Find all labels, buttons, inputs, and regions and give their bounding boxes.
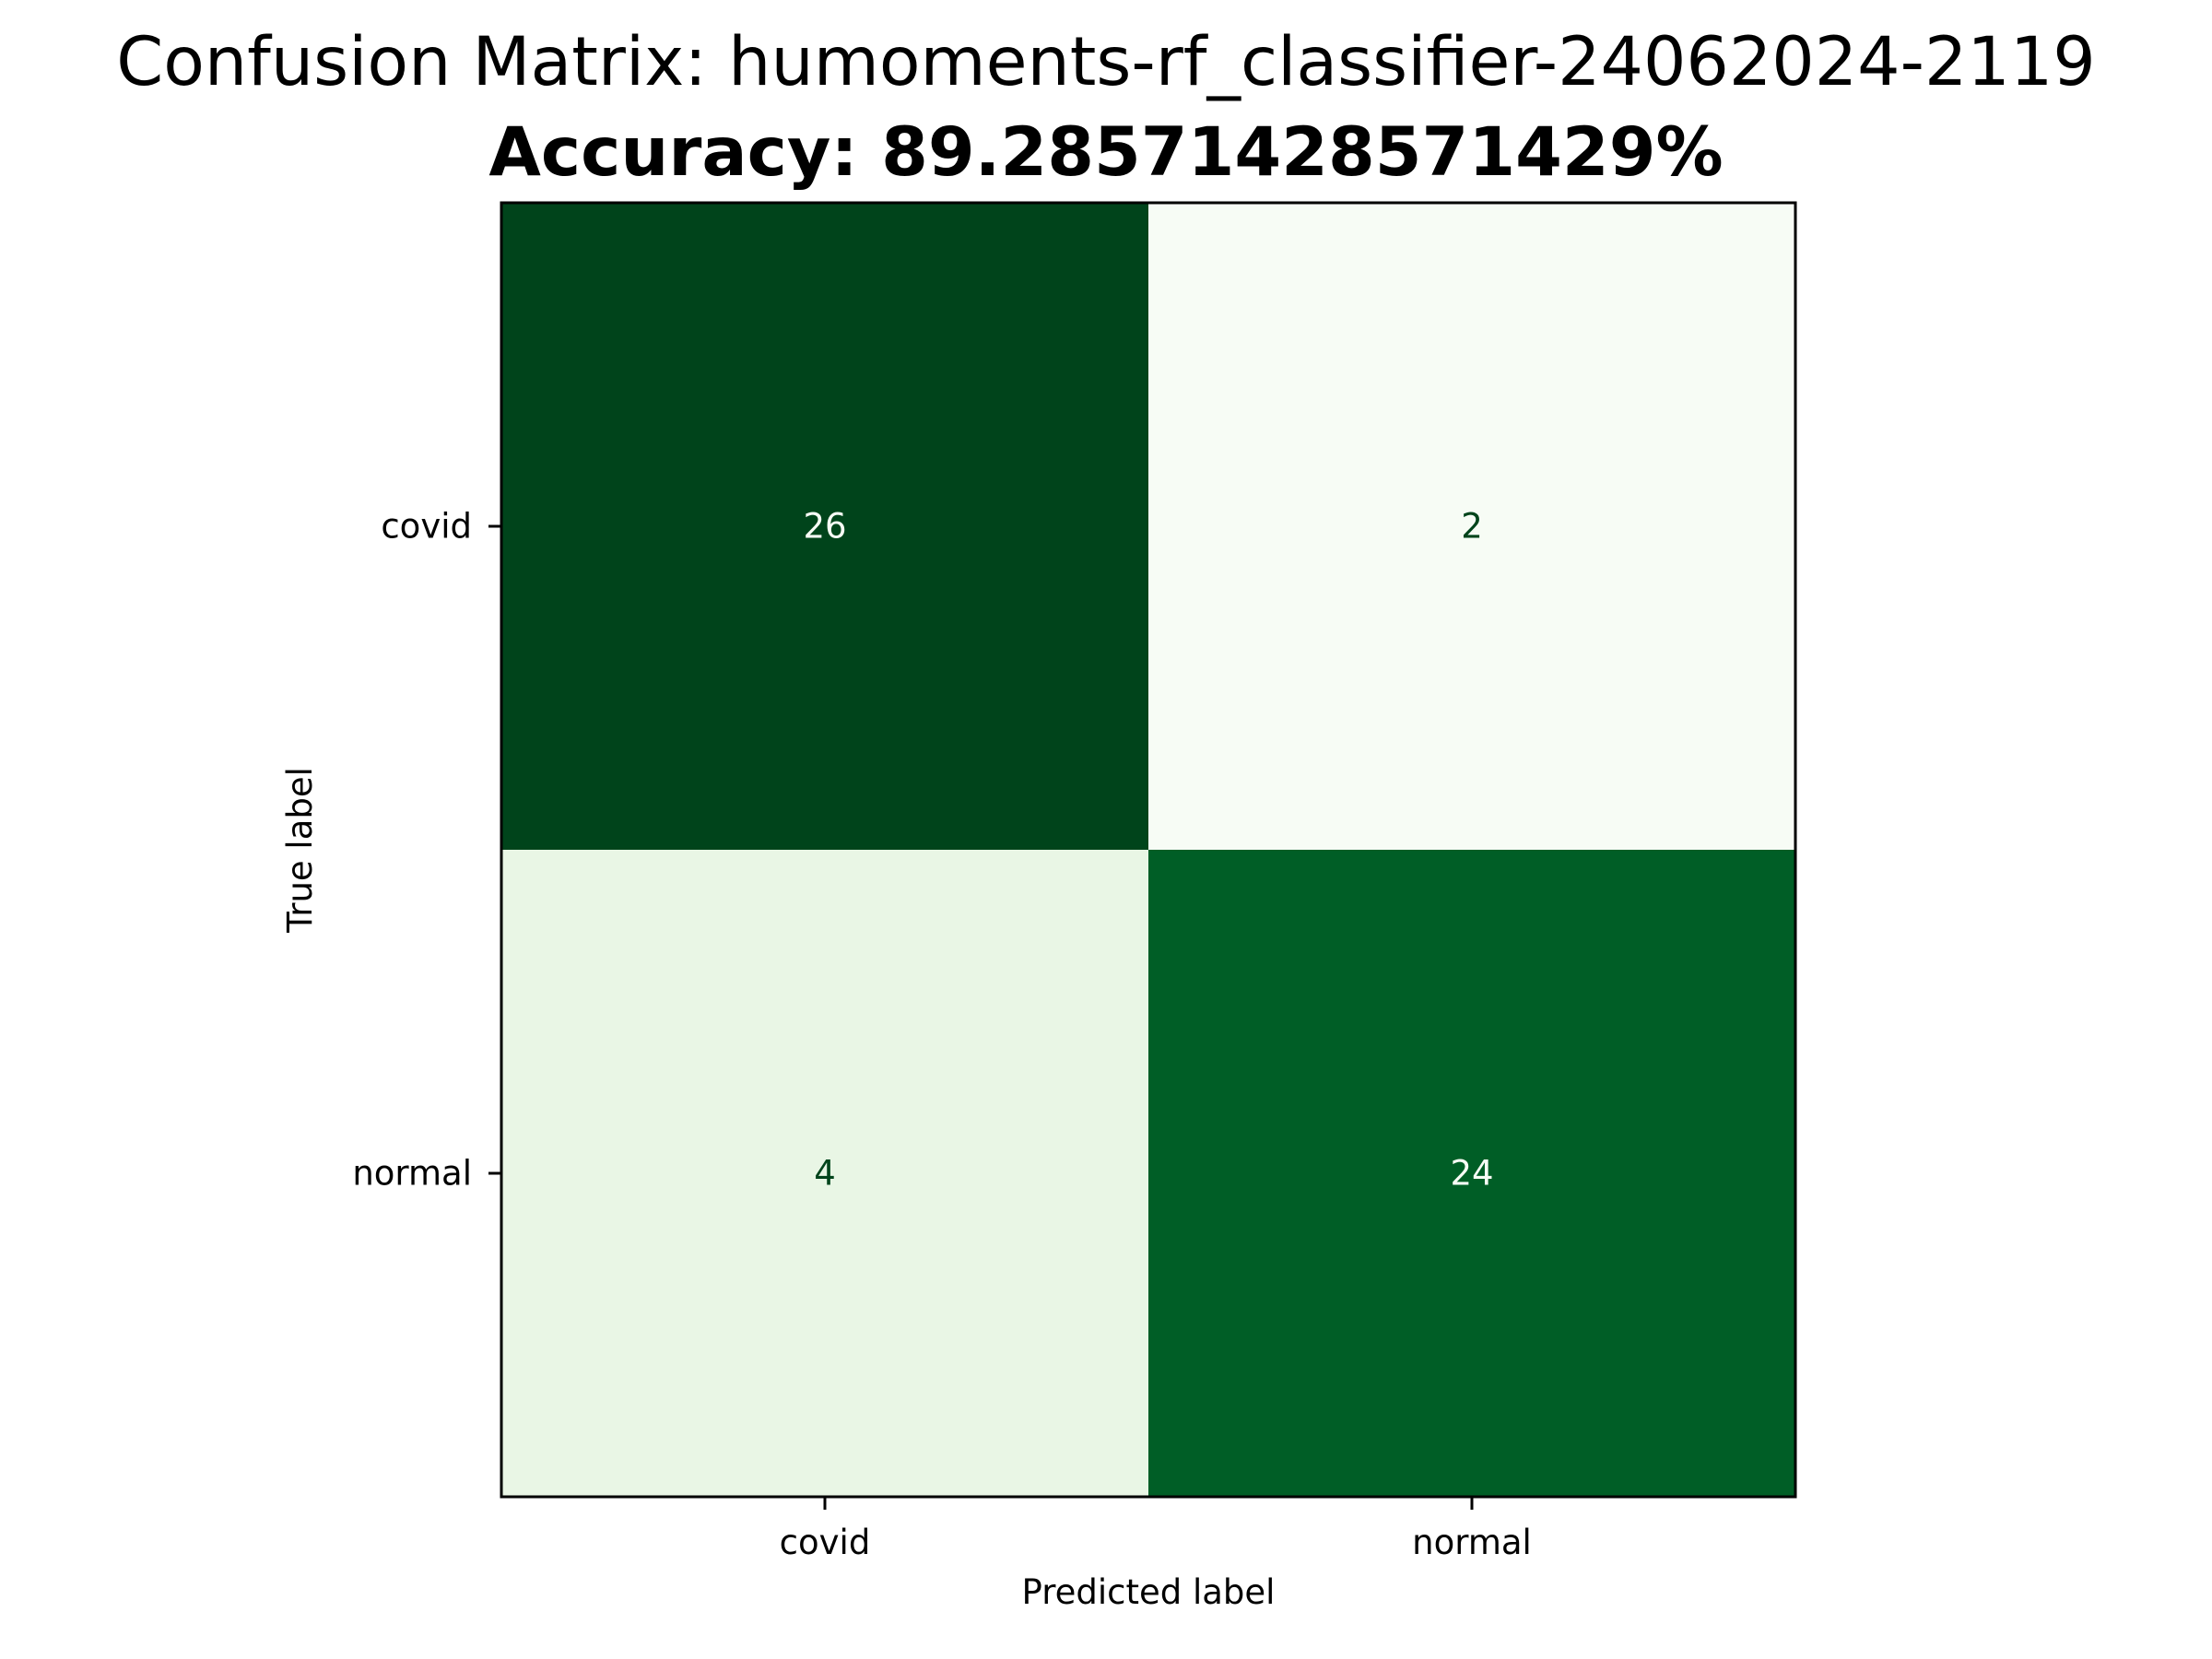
heatmap-cell-normal-normal <box>1148 850 1796 1498</box>
cell-value-label: 4 <box>814 1154 836 1194</box>
axis-ticks: covid normal covid normal <box>352 507 1531 1563</box>
x-tick-label: normal <box>1412 1523 1532 1562</box>
x-axis-label: Predicted label <box>1022 1572 1276 1612</box>
x-tick-label: covid <box>780 1523 871 1562</box>
chart-subtitle: Accuracy: 89.28571428571429% <box>488 113 1723 192</box>
cell-value-label: 26 <box>803 507 846 547</box>
heatmap-cell-normal-covid <box>501 850 1149 1498</box>
cell-value-label: 2 <box>1461 507 1483 547</box>
y-tick-label: normal <box>352 1154 472 1194</box>
heatmap-cell-covid-covid <box>501 203 1149 851</box>
heatmap-cells <box>501 203 1796 1498</box>
y-tick-label: covid <box>381 507 472 547</box>
plot-frame <box>500 201 1797 1499</box>
y-axis-label: True label <box>280 767 320 934</box>
chart-title: Confusion Matrix: humoments-rf_classifie… <box>116 23 2096 101</box>
cell-value-label: 24 <box>1450 1154 1493 1194</box>
cell-value-labels: 26 24 24 <box>803 507 1493 1194</box>
heatmap-cell-covid-normal <box>1148 203 1796 851</box>
